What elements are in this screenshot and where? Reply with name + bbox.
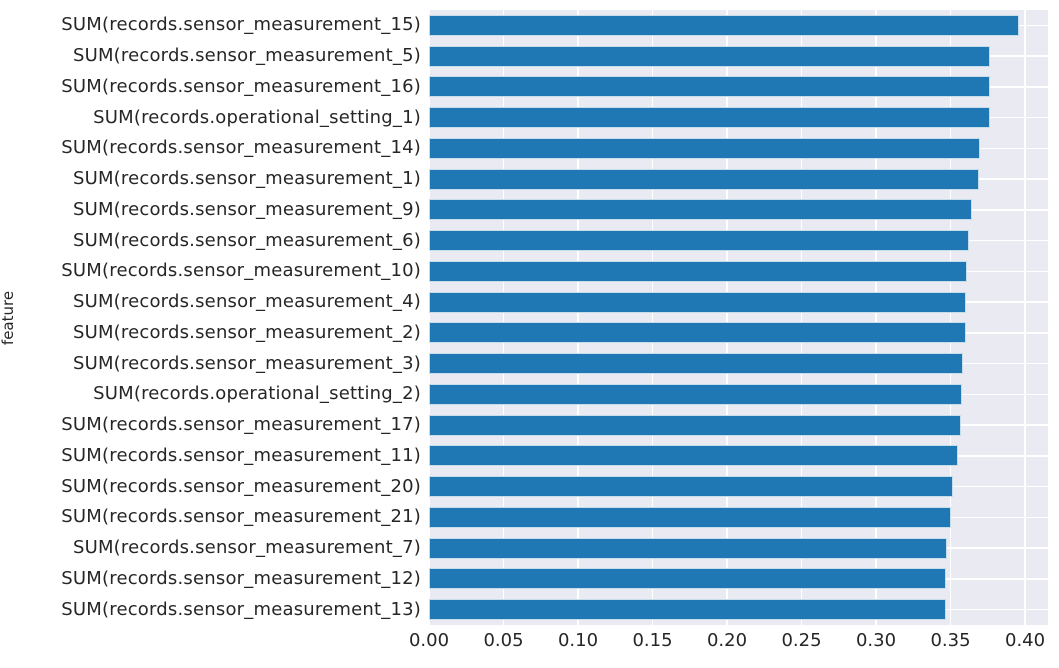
bar (429, 445, 958, 467)
bar (429, 353, 964, 375)
v-gridline (577, 10, 579, 625)
bar (429, 476, 954, 498)
x-tick-label: 0.05 (483, 630, 524, 651)
y-tick-label: SUM(records.operational_setting_1) (93, 106, 421, 128)
y-tick-label: SUM(records.sensor_measurement_21) (61, 506, 421, 528)
v-gridline (726, 10, 728, 625)
v-gridline (651, 10, 654, 625)
bar (429, 137, 981, 159)
x-tick-label: 0.40 (1005, 630, 1046, 651)
x-tick-label: 0.20 (706, 630, 748, 651)
bar (429, 76, 991, 98)
bar (429, 14, 1020, 36)
x-tick-label: 0.10 (557, 630, 599, 651)
x-tick-label: 0.30 (855, 630, 897, 651)
v-gridline (800, 10, 803, 625)
y-tick-label: SUM(records.sensor_measurement_12) (61, 567, 421, 589)
v-gridline (502, 10, 505, 625)
bar (429, 537, 947, 559)
y-tick-label: SUM(records.sensor_measurement_10) (61, 260, 421, 282)
x-tick-label: 0.00 (408, 630, 450, 651)
bar (429, 414, 962, 436)
bar (429, 599, 946, 621)
y-tick-label: SUM(records.sensor_measurement_9) (72, 198, 421, 220)
bar (429, 291, 967, 313)
v-gridline (949, 10, 952, 625)
v-gridline (1024, 10, 1026, 625)
y-tick-label: SUM(records.sensor_measurement_17) (61, 414, 421, 436)
bar (429, 199, 972, 221)
y-tick-label: SUM(records.sensor_measurement_3) (72, 352, 421, 374)
y-tick-label: SUM(records.sensor_measurement_6) (72, 229, 421, 251)
x-tick-label: 0.25 (781, 630, 822, 651)
bar (429, 260, 967, 282)
v-gridline (428, 10, 430, 625)
bar (429, 506, 951, 528)
x-tick-label: 0.15 (632, 630, 673, 651)
y-tick-label: SUM(records.sensor_measurement_4) (72, 291, 421, 313)
bar (429, 230, 969, 252)
y-tick-label: SUM(records.sensor_measurement_15) (61, 14, 421, 36)
bar (429, 568, 947, 590)
bar (429, 168, 980, 190)
bar (429, 107, 990, 129)
bar (429, 383, 962, 405)
y-tick-label: SUM(records.sensor_measurement_1) (72, 168, 421, 190)
y-tick-label: SUM(records.operational_setting_2) (93, 383, 421, 405)
y-tick-label: SUM(records.sensor_measurement_20) (61, 475, 421, 497)
plot-area (428, 10, 1048, 625)
x-tick-label: 0.35 (930, 630, 971, 651)
bar (429, 322, 966, 344)
v-gridline (875, 10, 877, 625)
y-tick-label: SUM(records.sensor_measurement_7) (72, 537, 421, 559)
bar (429, 45, 991, 67)
y-tick-label: SUM(records.sensor_measurement_13) (61, 598, 421, 620)
y-tick-label: SUM(records.sensor_measurement_14) (61, 137, 421, 159)
y-tick-label: SUM(records.sensor_measurement_11) (61, 444, 421, 466)
y-tick-label: SUM(records.sensor_measurement_2) (72, 321, 421, 343)
y-tick-label: SUM(records.sensor_measurement_5) (72, 45, 421, 67)
y-tick-label: SUM(records.sensor_measurement_16) (61, 75, 421, 97)
